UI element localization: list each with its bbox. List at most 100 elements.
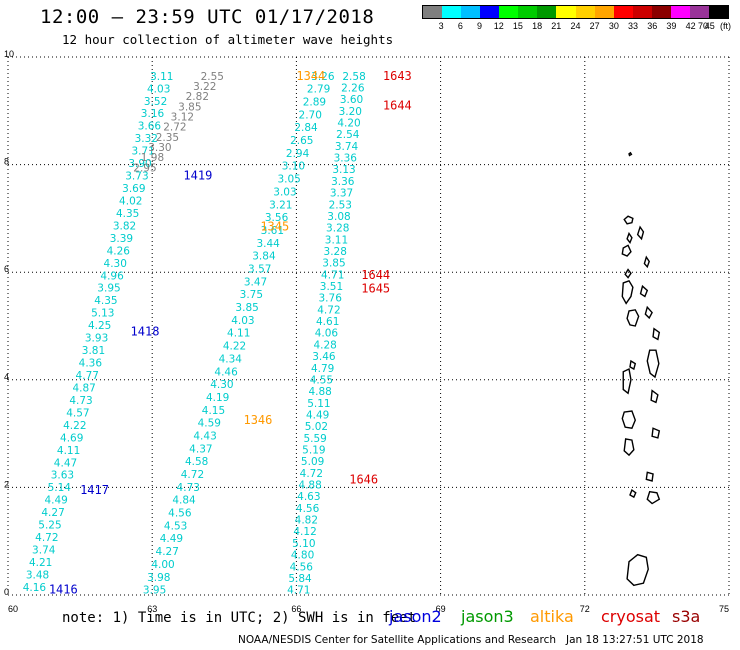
legend-swatch [594,6,614,18]
legend-swatch [442,6,462,18]
island-outline [628,151,633,157]
mission-jason2: jason2 [389,607,442,626]
wave-height-value: 4.82 [295,515,318,527]
island-outline [650,389,659,404]
x-tick-label: 63 [147,604,157,614]
legend-swatch [575,6,595,18]
legend-swatch [708,6,728,18]
wave-height-value: 4.72 [35,532,58,544]
wave-height-value: 3.28 [324,246,347,258]
legend-label: 27 [589,21,600,31]
legend-swatch [689,6,709,18]
legend-label: 12 [493,21,504,31]
wave-height-value: 4.72 [317,304,340,316]
wave-height-value: 4.47 [54,457,77,469]
legend-label: 6 [457,21,463,31]
pass-time-label: 1416 [49,583,78,597]
wave-height-value: 3.61 [261,225,284,237]
pass-time-label: 1344 [296,69,325,83]
wave-height-value: 4.87 [72,382,95,394]
footer-note: note: 1) Time is in UTC; 2) SWH is in fe… [62,610,417,626]
mission-cryosat: cryosat [601,607,661,626]
wave-height-value: 3.37 [330,188,353,200]
wave-height-value: 2.95 [133,162,156,174]
wave-height-value: 4.15 [202,405,225,417]
x-tick-label: 69 [436,604,446,614]
wave-height-value: 3.47 [244,276,267,288]
wave-height-value: 1.98 [141,152,164,164]
wave-height-value: 3.93 [85,333,108,345]
y-tick-label: 4 [4,372,9,382]
island-outline [621,244,632,257]
footer-credit: NOAA/NESDIS Center for Satellite Applica… [238,634,704,646]
wave-height-value: 4.88 [308,386,331,398]
island-outline [646,490,661,505]
wave-height-value: 3.11 [150,71,173,83]
legend-label: 70 [697,21,709,31]
wave-height-value: 3.13 [332,164,355,176]
wave-height-value: 4.61 [316,316,339,328]
legend-swatch [556,6,576,18]
wave-height-value: 4.36 [79,358,103,370]
wave-height-value: 4.27 [156,546,179,558]
wave-height-value: 3.36 [334,153,358,165]
wave-height-value: 4.16 [23,582,47,594]
wave-height-value: 3.69 [122,183,145,195]
wave-height-value: 3.85 [322,258,345,270]
wave-height-value: 3.12 [171,111,194,123]
wave-height-value: 3.10 [282,161,305,173]
wave-height-value: 4.88 [298,480,321,492]
legend-label: 33 [628,21,639,31]
y-tick-label: 2 [4,479,9,489]
wave-height-value: 2.53 [329,199,352,211]
island-outline [622,368,632,395]
wave-height-value: 5.84 [288,573,312,585]
legend-swatch [537,6,557,18]
wave-height-value: 4.20 [337,118,360,130]
x-tick-label: 72 [580,604,590,614]
wave-height-value: 5.25 [38,520,61,532]
legend-label: 36 [647,21,658,31]
y-tick-label: 0 [4,587,9,597]
legend-label: 39 [666,21,677,31]
wave-height-value: 3.84 [252,251,276,263]
wave-height-value: 3.46 [312,351,336,363]
wave-height-value: 4.28 [313,339,336,351]
pass-time-label: 1417 [80,483,109,497]
wave-height-value: 4.35 [94,295,117,307]
mission-s3a: s3a [672,607,701,626]
wave-height-value: 2.79 [307,84,330,96]
wave-height-value: 2.94 [286,148,310,160]
wave-height-value: 3.03 [273,186,296,198]
wave-height-value: 4.72 [300,468,323,480]
wave-height-value: 3.95 [97,283,120,295]
wave-height-value: 4.71 [321,269,344,281]
wave-height-value: 4.34 [219,353,243,365]
wave-height-value: 3.32 [135,133,158,145]
wave-height-value: 4.96 [100,270,124,282]
island-outline [626,231,633,245]
wave-height-value: 2.70 [299,109,322,121]
wave-height-value: 4.72 [181,469,204,481]
legend-label: 9 [477,21,483,31]
island-outline [621,279,634,305]
wave-height-value: 3.52 [144,96,167,108]
wave-height-value: 3.85 [178,101,201,113]
wave-height-value: 4.69 [60,432,83,444]
wave-height-value: 4.37 [189,443,212,455]
wave-height-value: 4.77 [76,370,99,382]
wave-height-value: 3.76 [319,293,343,305]
wave-height-value: 4.56 [296,503,320,515]
wave-height-value: 4.84 [172,495,196,507]
legend-swatch [499,6,519,18]
legend-label: 42 [685,21,696,31]
wave-height-value: 4.49 [44,495,67,507]
page-subtitle: 12 hour collection of altimeter wave hei… [62,32,394,47]
wave-height-value: 5.10 [292,538,315,550]
legend-label: 45 [704,21,715,31]
legend-label: 15 [512,21,523,31]
wave-height-value: 3.05 [277,174,300,186]
island-outline [624,268,632,279]
color-legend: (ft) 3 6 9 12 15 18 21 24 27 30 33 36 39 42 45 70 [422,5,731,33]
